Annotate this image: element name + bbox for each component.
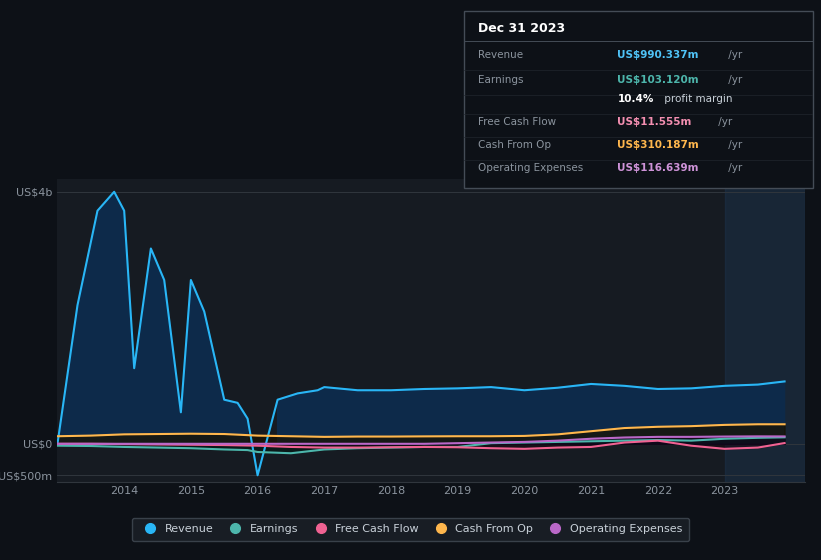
Text: US$11.555m: US$11.555m — [617, 117, 692, 127]
Text: /yr: /yr — [715, 117, 732, 127]
Text: US$310.187m: US$310.187m — [617, 140, 699, 150]
Text: profit margin: profit margin — [661, 94, 732, 104]
Text: Operating Expenses: Operating Expenses — [478, 163, 583, 173]
Text: Cash From Op: Cash From Op — [478, 140, 551, 150]
Text: US$116.639m: US$116.639m — [617, 163, 699, 173]
Text: US$990.337m: US$990.337m — [617, 50, 699, 60]
Text: Revenue: Revenue — [478, 50, 523, 60]
Text: Earnings: Earnings — [478, 74, 523, 85]
Bar — [725, 179, 805, 482]
Text: Free Cash Flow: Free Cash Flow — [478, 117, 556, 127]
Text: /yr: /yr — [725, 74, 742, 85]
Text: US$103.120m: US$103.120m — [617, 74, 699, 85]
Text: Dec 31 2023: Dec 31 2023 — [478, 22, 565, 35]
Text: /yr: /yr — [725, 50, 742, 60]
Legend: Revenue, Earnings, Free Cash Flow, Cash From Op, Operating Expenses: Revenue, Earnings, Free Cash Flow, Cash … — [132, 517, 689, 541]
Text: /yr: /yr — [725, 163, 742, 173]
FancyBboxPatch shape — [464, 11, 813, 188]
Text: 10.4%: 10.4% — [617, 94, 654, 104]
Text: /yr: /yr — [725, 140, 742, 150]
